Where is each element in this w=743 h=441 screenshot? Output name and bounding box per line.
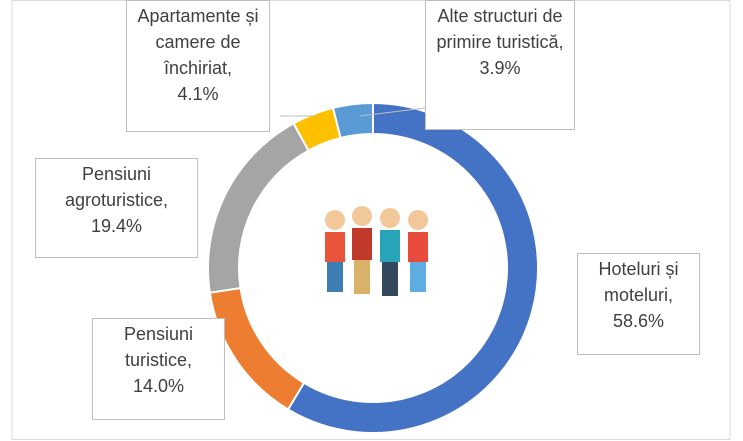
- value-label: 14.0%: [99, 373, 218, 399]
- label-text: Hoteluri și moteluri: [598, 259, 678, 305]
- label-text: ,: [163, 190, 168, 210]
- label-text: Pensiuni turistice: [124, 324, 193, 370]
- label-text: Pensiuni agroturistice: [65, 164, 163, 210]
- data-label: Hoteluri și moteluri, 58.6%: [577, 253, 700, 355]
- data-label: Pensiuni agroturistice, 19.4%: [35, 158, 198, 258]
- data-label: Pensiuni turistice, 14.0%: [92, 318, 225, 420]
- label-text: Alte structuri de primire turistică: [436, 6, 562, 52]
- value-label: 3.9%: [432, 55, 568, 81]
- chart: Hoteluri și moteluri, 58.6% Pensiuni turis…: [0, 0, 743, 441]
- value-label: 4.1%: [133, 81, 263, 107]
- label-text: ,: [668, 285, 673, 305]
- label-text: ,: [559, 32, 564, 52]
- label-text: Apartamente și camere de închiriat: [137, 6, 258, 78]
- value-label: 58.6%: [584, 308, 693, 334]
- data-label: Apartamente și camere de închiriat, 4.1%: [126, 0, 270, 132]
- value-label: 19.4%: [42, 213, 191, 239]
- travelers-illustration: [325, 206, 428, 296]
- label-text: ,: [227, 58, 232, 78]
- donut-segment: [208, 123, 308, 292]
- data-label: Alte structuri de primire turistică, 3.9%: [425, 0, 575, 130]
- label-text: ,: [187, 350, 192, 370]
